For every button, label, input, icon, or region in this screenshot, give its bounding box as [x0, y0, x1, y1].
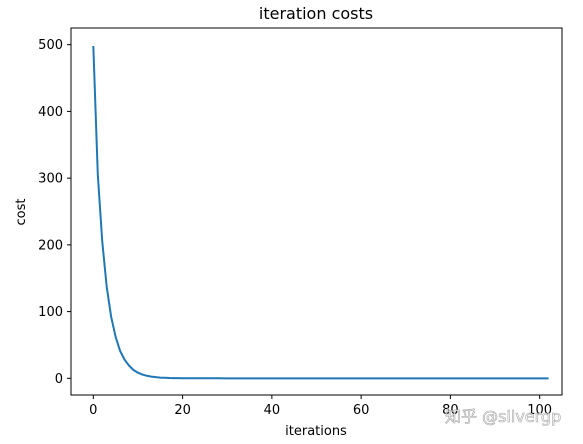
- cost-series-line: [92, 45, 549, 380]
- x-axis-label: iterations: [285, 424, 347, 439]
- y-tick-label: 400: [38, 105, 63, 120]
- x-tick-label: 60: [353, 403, 370, 418]
- y-tick-label: 200: [38, 238, 63, 253]
- y-tick-label: 0: [55, 372, 63, 387]
- y-axis-ticks: 0 100 200 300 400 500: [38, 38, 71, 387]
- y-tick-label: 300: [38, 172, 63, 187]
- x-tick-label: 40: [264, 403, 281, 418]
- y-axis-label: cost: [14, 199, 29, 226]
- plot-area-frame: [70, 27, 563, 396]
- x-axis-ticks: 0 20 40 60 80 100: [89, 395, 552, 418]
- series-layer: [92, 45, 549, 380]
- x-tick-label: 80: [442, 403, 459, 418]
- y-tick-label: 100: [38, 305, 63, 320]
- x-tick-label: 0: [89, 403, 97, 418]
- x-tick-label: 100: [527, 403, 552, 418]
- chart-title: iteration costs: [259, 4, 373, 23]
- x-tick-label: 20: [174, 403, 191, 418]
- y-tick-label: 500: [38, 38, 63, 53]
- watermark-text: 知乎 @silvergp: [445, 407, 561, 426]
